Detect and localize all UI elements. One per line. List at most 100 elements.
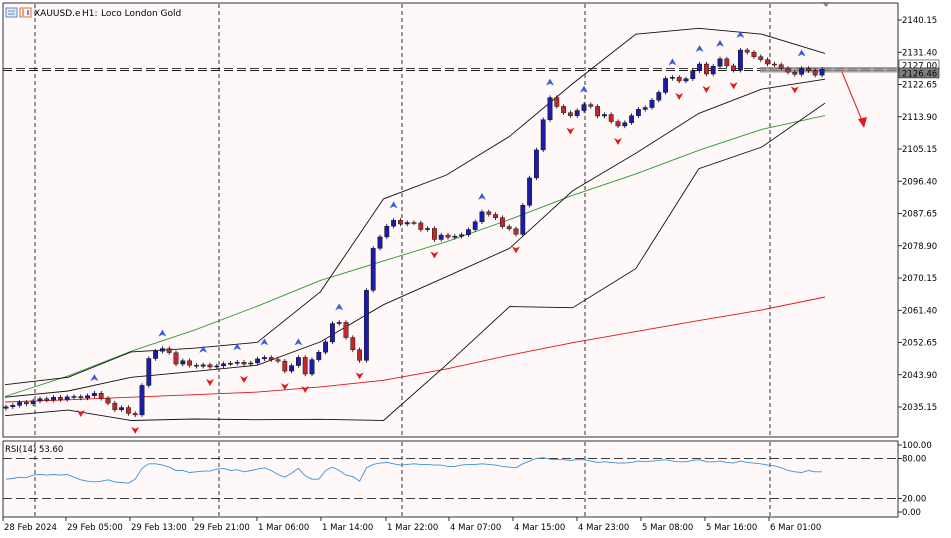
fractal-arrows bbox=[76, 31, 806, 434]
candle-down bbox=[207, 364, 213, 368]
fractal-down-arrow bbox=[131, 426, 140, 434]
candle-up bbox=[119, 407, 125, 410]
price-tick-label: 2070.15 bbox=[902, 274, 937, 284]
fractal-up-arrow bbox=[736, 31, 745, 39]
candle-down bbox=[588, 104, 594, 107]
candle-down bbox=[513, 228, 519, 235]
candle-up bbox=[214, 365, 220, 368]
candle-down bbox=[268, 357, 274, 360]
fractal-down-arrow bbox=[301, 386, 310, 394]
candle-down bbox=[125, 407, 131, 414]
candle-up bbox=[799, 68, 805, 75]
candle-up bbox=[200, 364, 206, 367]
candle-up bbox=[540, 119, 546, 151]
candle-down bbox=[302, 357, 308, 375]
candle-down bbox=[778, 64, 784, 69]
time-tick-label: 1 Mar 22:00 bbox=[387, 523, 438, 533]
candle-down bbox=[785, 68, 791, 73]
candle-up bbox=[717, 58, 723, 67]
candle-up bbox=[64, 396, 70, 400]
header: XAUUSD.e H1: Loco London Gold bbox=[5, 2, 830, 19]
candle-down bbox=[193, 364, 199, 367]
candle-down bbox=[44, 398, 50, 401]
candle-up bbox=[459, 234, 464, 237]
moving-average-green bbox=[4, 115, 826, 397]
forecast-arrow bbox=[841, 71, 867, 128]
candle-up bbox=[159, 348, 165, 352]
fractal-down-arrow bbox=[614, 137, 622, 145]
candle-up bbox=[85, 395, 91, 399]
time-tick-label: 4 Mar 15:00 bbox=[514, 523, 565, 533]
candle-up bbox=[71, 396, 77, 398]
candle-down bbox=[432, 228, 437, 240]
candle-down bbox=[132, 413, 138, 416]
candle-up bbox=[520, 205, 526, 235]
candle-up bbox=[296, 357, 301, 366]
candle-up bbox=[37, 398, 43, 402]
candle-down bbox=[350, 337, 356, 350]
candle-up bbox=[309, 359, 315, 375]
candle-down bbox=[608, 114, 614, 122]
candle-up bbox=[819, 69, 825, 76]
fractal-up-arrow bbox=[580, 85, 588, 93]
chart-type-icon[interactable] bbox=[19, 7, 32, 18]
candle-down bbox=[173, 352, 179, 365]
candle-down bbox=[731, 65, 737, 71]
fractal-down-arrow bbox=[702, 85, 711, 93]
current-price-label: 2126.46 bbox=[902, 69, 937, 79]
candle-up bbox=[221, 363, 226, 367]
candle-up bbox=[51, 397, 57, 401]
price-level-lines bbox=[3, 66, 898, 73]
time-tick-label: 4 Mar 23:00 bbox=[578, 523, 629, 533]
time-tick-label: 5 Mar 16:00 bbox=[706, 523, 757, 533]
candle-up bbox=[91, 392, 97, 396]
candle-up bbox=[663, 78, 669, 93]
candle-down bbox=[343, 322, 349, 338]
price-tick-label: 2052.65 bbox=[902, 339, 937, 349]
price-tick-label: 2113.90 bbox=[902, 113, 937, 123]
candle-down bbox=[506, 226, 512, 229]
candle-up bbox=[370, 248, 376, 291]
rsi-plot-area[interactable] bbox=[2, 440, 899, 518]
chart-shift-icon[interactable] bbox=[822, 2, 830, 7]
fractal-up-arrow bbox=[90, 374, 99, 382]
candle-up bbox=[234, 362, 240, 364]
candle-up bbox=[581, 104, 587, 111]
candle-down bbox=[792, 71, 798, 75]
candle-down bbox=[357, 349, 362, 361]
candle-down bbox=[554, 97, 560, 107]
candle-up bbox=[547, 97, 553, 120]
candle-down bbox=[166, 348, 172, 353]
rsi-tick-label: 80.00 bbox=[902, 454, 926, 464]
candle-down bbox=[595, 106, 601, 117]
candle-up bbox=[364, 290, 369, 361]
fractal-down-arrow bbox=[790, 86, 799, 94]
candle-up bbox=[642, 107, 648, 110]
candle-up bbox=[656, 92, 662, 101]
candle-up bbox=[153, 350, 158, 359]
candle-down bbox=[806, 68, 811, 71]
candle-up bbox=[472, 221, 478, 230]
candle-up bbox=[248, 362, 254, 365]
symbol-label: XAUUSD.e bbox=[34, 9, 81, 19]
main-plot-area[interactable] bbox=[2, 2, 899, 438]
candle-up bbox=[330, 323, 335, 343]
candle-up bbox=[377, 236, 383, 249]
candle-down bbox=[486, 211, 492, 215]
candle-up bbox=[629, 115, 635, 123]
candle-down bbox=[418, 222, 424, 230]
candle-down bbox=[704, 63, 709, 75]
candle-up bbox=[336, 322, 342, 324]
candle-down bbox=[758, 56, 764, 60]
chart-menu-icon[interactable] bbox=[5, 7, 18, 18]
candle-up bbox=[139, 385, 145, 416]
candle-up bbox=[180, 360, 186, 365]
time-tick-label: 1 Mar 14:00 bbox=[322, 523, 373, 533]
candle-up bbox=[670, 77, 675, 79]
candle-up bbox=[227, 363, 233, 365]
time-tick-label: 6 Mar 01:00 bbox=[770, 523, 821, 533]
rsi-tick-label: 0.00 bbox=[902, 508, 921, 518]
price-tick-label: 2078.90 bbox=[902, 242, 937, 252]
candle-up bbox=[452, 235, 458, 238]
candle-down bbox=[500, 217, 505, 227]
